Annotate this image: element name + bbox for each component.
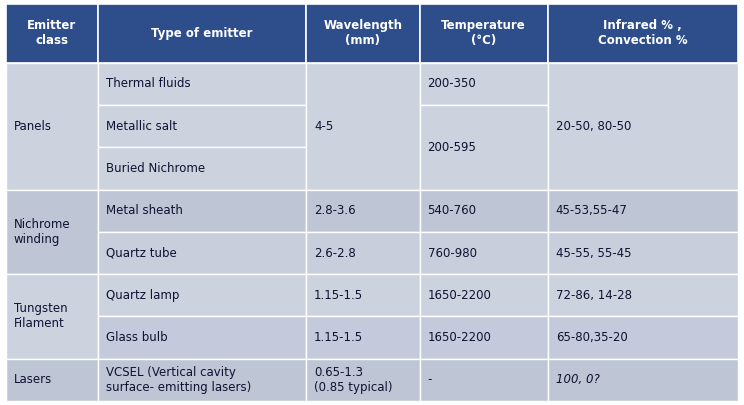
Text: 20-50, 80-50: 20-50, 80-50 bbox=[556, 119, 631, 133]
Text: Buried Nichrome: Buried Nichrome bbox=[106, 162, 205, 175]
Text: Temperature
(°C): Temperature (°C) bbox=[441, 19, 526, 47]
Bar bbox=[548, 316, 738, 359]
Text: Nichrome
winding: Nichrome winding bbox=[14, 218, 71, 246]
Bar bbox=[97, 63, 306, 105]
Bar bbox=[548, 4, 738, 63]
Text: Quartz lamp: Quartz lamp bbox=[106, 289, 179, 302]
Bar bbox=[420, 359, 548, 401]
Text: Glass bulb: Glass bulb bbox=[106, 331, 167, 344]
Text: 4-5: 4-5 bbox=[314, 119, 333, 133]
Bar bbox=[97, 147, 306, 190]
Bar bbox=[306, 316, 420, 359]
Bar bbox=[420, 274, 548, 316]
Text: 1650-2200: 1650-2200 bbox=[428, 289, 492, 302]
Bar bbox=[548, 232, 738, 274]
Bar bbox=[6, 4, 97, 63]
Text: Infrared % ,
Convection %: Infrared % , Convection % bbox=[598, 19, 687, 47]
Text: 540-760: 540-760 bbox=[428, 204, 477, 217]
Text: 200-350: 200-350 bbox=[428, 77, 476, 90]
Bar bbox=[6, 359, 97, 401]
Text: 200-595: 200-595 bbox=[428, 141, 476, 154]
Bar bbox=[306, 4, 420, 63]
Text: VCSEL (Vertical cavity
surface- emitting lasers): VCSEL (Vertical cavity surface- emitting… bbox=[106, 366, 251, 394]
Bar bbox=[548, 63, 738, 190]
Bar bbox=[6, 274, 97, 359]
Text: 2.6-2.8: 2.6-2.8 bbox=[314, 247, 356, 260]
Text: 72-86, 14-28: 72-86, 14-28 bbox=[556, 289, 632, 302]
Text: 0.65-1.3
(0.85 typical): 0.65-1.3 (0.85 typical) bbox=[314, 366, 393, 394]
Bar bbox=[97, 232, 306, 274]
Bar bbox=[97, 105, 306, 147]
Bar bbox=[306, 232, 420, 274]
Bar bbox=[97, 190, 306, 232]
Text: 1.15-1.5: 1.15-1.5 bbox=[314, 289, 363, 302]
Bar bbox=[306, 359, 420, 401]
Bar bbox=[548, 190, 738, 232]
Bar bbox=[97, 359, 306, 401]
Bar bbox=[420, 316, 548, 359]
Bar bbox=[306, 190, 420, 232]
Bar bbox=[6, 63, 97, 190]
Text: Wavelength
(mm): Wavelength (mm) bbox=[324, 19, 403, 47]
Bar bbox=[420, 4, 548, 63]
Text: 760-980: 760-980 bbox=[428, 247, 477, 260]
Text: Metallic salt: Metallic salt bbox=[106, 119, 176, 133]
Text: 65-80,35-20: 65-80,35-20 bbox=[556, 331, 627, 344]
Text: Thermal fluids: Thermal fluids bbox=[106, 77, 190, 90]
Bar bbox=[97, 274, 306, 316]
Bar bbox=[306, 274, 420, 316]
Bar bbox=[420, 232, 548, 274]
Text: 1.15-1.5: 1.15-1.5 bbox=[314, 331, 363, 344]
Text: 2.8-3.6: 2.8-3.6 bbox=[314, 204, 356, 217]
Bar bbox=[97, 4, 306, 63]
Bar bbox=[420, 105, 548, 190]
Text: Lasers: Lasers bbox=[14, 373, 52, 386]
Text: Emitter
class: Emitter class bbox=[27, 19, 77, 47]
Text: -: - bbox=[428, 373, 432, 386]
Text: Quartz tube: Quartz tube bbox=[106, 247, 176, 260]
Text: Type of emitter: Type of emitter bbox=[151, 27, 252, 40]
Text: Panels: Panels bbox=[14, 119, 52, 133]
Text: 45-55, 55-45: 45-55, 55-45 bbox=[556, 247, 631, 260]
Bar bbox=[420, 190, 548, 232]
Bar bbox=[548, 274, 738, 316]
Bar bbox=[420, 63, 548, 105]
Text: Metal sheath: Metal sheath bbox=[106, 204, 182, 217]
Bar bbox=[548, 359, 738, 401]
Bar bbox=[306, 63, 420, 190]
Bar bbox=[97, 316, 306, 359]
Text: 100, 0?: 100, 0? bbox=[556, 373, 600, 386]
Text: Tungsten
Filament: Tungsten Filament bbox=[14, 303, 68, 330]
Text: 45-53,55-47: 45-53,55-47 bbox=[556, 204, 627, 217]
Text: 1650-2200: 1650-2200 bbox=[428, 331, 492, 344]
Bar bbox=[6, 190, 97, 274]
